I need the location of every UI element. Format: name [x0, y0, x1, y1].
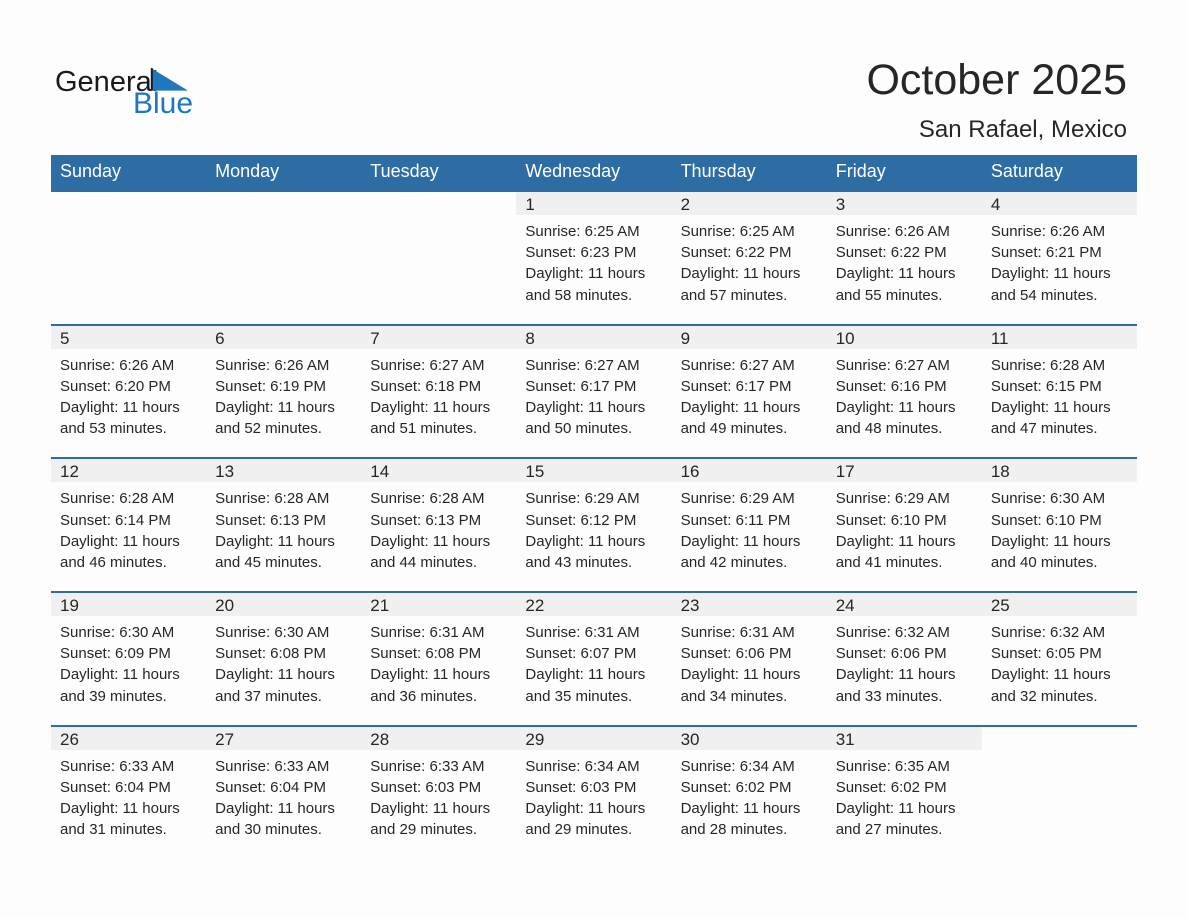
- svg-text:Blue: Blue: [133, 87, 193, 119]
